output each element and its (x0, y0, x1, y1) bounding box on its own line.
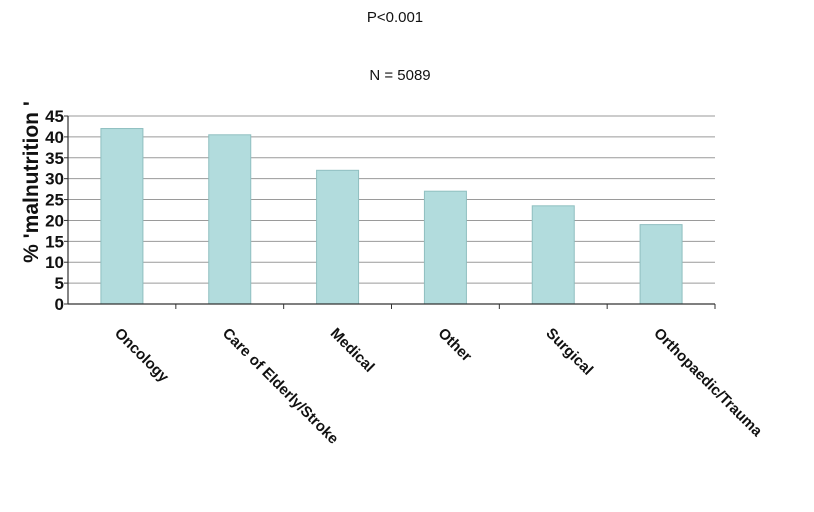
y-tick-label: 25 (45, 191, 64, 210)
bar-oncology (100, 128, 144, 305)
x-category-label: Other (435, 325, 475, 365)
x-category-label: Oncology (111, 325, 172, 386)
gridlines (68, 115, 715, 284)
y-tick-label: 40 (45, 128, 64, 147)
y-tick-label: 5 (55, 274, 64, 293)
y-tick-label: 20 (45, 211, 64, 230)
y-tick-label: 0 (55, 295, 64, 314)
bars (100, 128, 683, 305)
x-category-label: Surgical (542, 325, 596, 379)
bar-care-of-elderly-stroke (208, 134, 252, 305)
p-value-annotation: P<0.001 (367, 9, 423, 26)
axes (67, 116, 716, 309)
bar-surgical (531, 205, 575, 305)
bar-medical (316, 169, 360, 305)
y-tick-label: 30 (45, 170, 64, 189)
y-tick-label: 45 (45, 107, 64, 126)
bar-other (423, 190, 467, 305)
y-axis-title: % 'malnutrition ' (20, 101, 43, 263)
x-category-label: Care of Elderly/Stroke (219, 325, 342, 448)
y-tick-label: 35 (45, 149, 64, 168)
y-tick-label: 10 (45, 253, 64, 272)
bar-orthopaedic-trauma (639, 224, 683, 305)
y-tick-label: 15 (45, 232, 64, 251)
x-category-label: Orthopaedic/Trauma (650, 325, 766, 441)
x-category-label: Medical (327, 325, 378, 376)
sample-size-annotation: N = 5089 (369, 67, 430, 84)
